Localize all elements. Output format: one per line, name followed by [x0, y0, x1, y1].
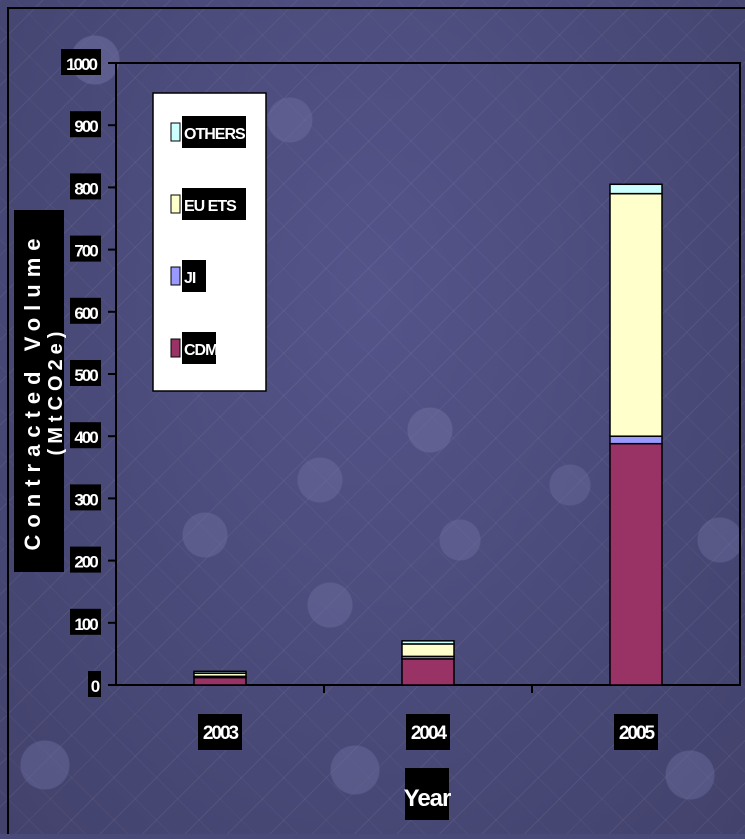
- legend-label-bg: [182, 260, 206, 292]
- bar-segment-cdm: [609, 442, 663, 686]
- y-axis-title-line1: Contracted Volume: [20, 231, 45, 550]
- bar-segment-eu-ets: [609, 192, 663, 437]
- y-tick-label-bg: [70, 484, 101, 511]
- legend-swatch: [170, 122, 181, 142]
- y-tick-label-bg: [61, 49, 101, 75]
- x-tick-label: 2004: [411, 723, 448, 744]
- y-tick-label: 1000: [66, 55, 97, 74]
- y-tick-label-bg: [70, 546, 101, 573]
- y-tick-label-bg: [70, 111, 101, 138]
- bar-segment-ji: [609, 435, 663, 445]
- x-tick-label-bg: [198, 714, 242, 750]
- y-tick-label: 0: [91, 677, 100, 696]
- y-tick-label-bg: [70, 235, 101, 262]
- y-axis-title-line2: (MtCO2e): [45, 327, 67, 456]
- x-tick-label: 2005: [619, 723, 656, 744]
- bars: [193, 183, 663, 686]
- bar-segment-cdm: [193, 676, 247, 686]
- legend-swatch: [170, 338, 181, 358]
- y-tick-label: 900: [74, 117, 98, 136]
- x-axis-title-text: Year: [404, 785, 451, 812]
- bar-segment-others: [401, 640, 455, 645]
- y-tick-label: 800: [74, 179, 98, 198]
- legend-swatch: [170, 194, 181, 214]
- y-tick-label-bg: [70, 360, 101, 386]
- y-tick-label-bg: [70, 422, 101, 449]
- legend-label: EU ETS: [184, 198, 237, 215]
- legend-label-bg: [182, 188, 246, 220]
- x-axis-title: Year: [404, 768, 452, 820]
- y-axis-ticks: 0 100 200 300 400 500 600 700 800 900 1000: [61, 49, 533, 697]
- bar-segment-cdm: [401, 658, 455, 686]
- x-tick-label-bg: [406, 714, 450, 750]
- y-tick-label: 600: [74, 304, 98, 323]
- y-axis-title: Contracted Volume (MtCO2e): [14, 210, 67, 572]
- y-tick-label: 700: [74, 242, 98, 261]
- x-tick-label-bg: [614, 714, 658, 750]
- y-tick-label-bg: [88, 671, 101, 697]
- x-tick-label: 2003: [203, 723, 239, 744]
- legend-label-bg: [182, 116, 246, 148]
- y-tick-label: 400: [74, 428, 98, 447]
- y-tick-label: 200: [74, 553, 98, 572]
- legend-label-bg: [182, 332, 216, 364]
- y-tick-label-bg: [70, 173, 101, 200]
- y-tick-label: 300: [74, 490, 98, 509]
- legend: OTHERS EU ETS JI CDM: [152, 92, 267, 392]
- legend-label: CDM: [184, 342, 218, 359]
- y-tick-label: 500: [74, 366, 98, 385]
- y-tick-label-bg: [70, 297, 101, 324]
- y-tick-label-bg: [70, 608, 101, 635]
- legend-label: OTHERS: [184, 126, 246, 143]
- bar-segment-others: [193, 670, 247, 674]
- x-axis-tick-labels: 2003 2004 2005: [198, 714, 658, 750]
- legend-label: JI: [184, 270, 196, 287]
- bar-segment-eu-ets: [401, 643, 455, 658]
- y-tick-label: 100: [74, 615, 98, 634]
- legend-swatch: [170, 266, 181, 286]
- bar-segment-others: [609, 183, 663, 195]
